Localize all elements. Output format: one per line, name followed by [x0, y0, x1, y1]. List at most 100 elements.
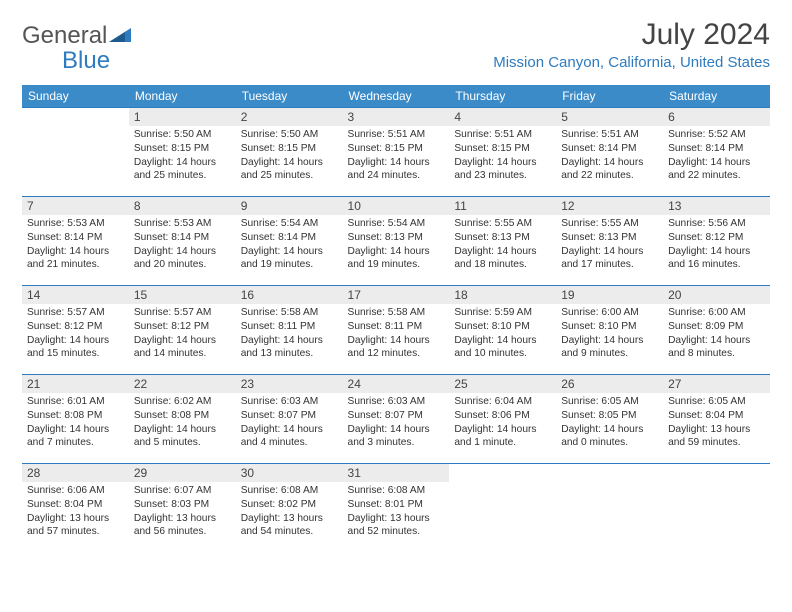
- day-sr: Sunrise: 6:07 AM: [134, 484, 231, 498]
- day-dl1: Daylight: 14 hours: [561, 423, 658, 437]
- day-data: Sunrise: 5:59 AMSunset: 8:10 PMDaylight:…: [449, 304, 556, 363]
- day-sr: Sunrise: 5:58 AM: [241, 306, 338, 320]
- day-ss: Sunset: 8:14 PM: [668, 142, 765, 156]
- day-dl2: and 54 minutes.: [241, 525, 338, 539]
- day-data: Sunrise: 5:53 AMSunset: 8:14 PMDaylight:…: [129, 215, 236, 274]
- day-dl1: Daylight: 14 hours: [27, 245, 124, 259]
- day-ss: Sunset: 8:13 PM: [454, 231, 551, 245]
- day-dl1: Daylight: 14 hours: [348, 245, 445, 259]
- day-dl1: Daylight: 14 hours: [561, 245, 658, 259]
- day-cell: 11Sunrise: 5:55 AMSunset: 8:13 PMDayligh…: [449, 197, 556, 286]
- day-dl2: and 19 minutes.: [241, 258, 338, 272]
- day-cell: [663, 464, 770, 553]
- day-data: Sunrise: 6:01 AMSunset: 8:08 PMDaylight:…: [22, 393, 129, 452]
- day-sr: Sunrise: 5:57 AM: [134, 306, 231, 320]
- dayhead-sun: Sunday: [22, 85, 129, 108]
- day-cell: 2Sunrise: 5:50 AMSunset: 8:15 PMDaylight…: [236, 108, 343, 197]
- day-cell: 31Sunrise: 6:08 AMSunset: 8:01 PMDayligh…: [343, 464, 450, 553]
- day-ss: Sunset: 8:10 PM: [561, 320, 658, 334]
- calendar-table: Sunday Monday Tuesday Wednesday Thursday…: [22, 85, 770, 552]
- day-ss: Sunset: 8:14 PM: [241, 231, 338, 245]
- day-data: Sunrise: 6:05 AMSunset: 8:05 PMDaylight:…: [556, 393, 663, 452]
- day-data: Sunrise: 5:56 AMSunset: 8:12 PMDaylight:…: [663, 215, 770, 274]
- day-cell: 12Sunrise: 5:55 AMSunset: 8:13 PMDayligh…: [556, 197, 663, 286]
- day-dl2: and 3 minutes.: [348, 436, 445, 450]
- day-data: Sunrise: 6:04 AMSunset: 8:06 PMDaylight:…: [449, 393, 556, 452]
- day-sr: Sunrise: 5:51 AM: [454, 128, 551, 142]
- dayhead-sat: Saturday: [663, 85, 770, 108]
- day-dl1: Daylight: 13 hours: [668, 423, 765, 437]
- day-sr: Sunrise: 5:59 AM: [454, 306, 551, 320]
- day-number: 20: [663, 286, 770, 304]
- day-sr: Sunrise: 6:00 AM: [668, 306, 765, 320]
- day-dl1: Daylight: 14 hours: [241, 245, 338, 259]
- day-cell: 27Sunrise: 6:05 AMSunset: 8:04 PMDayligh…: [663, 375, 770, 464]
- day-cell: 1Sunrise: 5:50 AMSunset: 8:15 PMDaylight…: [129, 108, 236, 197]
- logo-triangle-icon: [109, 24, 131, 47]
- day-dl1: Daylight: 14 hours: [241, 423, 338, 437]
- day-dl1: Daylight: 14 hours: [561, 334, 658, 348]
- day-cell: 15Sunrise: 5:57 AMSunset: 8:12 PMDayligh…: [129, 286, 236, 375]
- dayhead-thu: Thursday: [449, 85, 556, 108]
- day-dl1: Daylight: 14 hours: [348, 156, 445, 170]
- day-dl2: and 20 minutes.: [134, 258, 231, 272]
- dayhead-fri: Friday: [556, 85, 663, 108]
- day-number: 18: [449, 286, 556, 304]
- day-ss: Sunset: 8:15 PM: [134, 142, 231, 156]
- month-title: July 2024: [493, 18, 770, 52]
- day-dl2: and 0 minutes.: [561, 436, 658, 450]
- day-dl2: and 13 minutes.: [241, 347, 338, 361]
- day-sr: Sunrise: 5:53 AM: [134, 217, 231, 231]
- day-ss: Sunset: 8:14 PM: [27, 231, 124, 245]
- day-number: 2: [236, 108, 343, 126]
- day-dl1: Daylight: 14 hours: [134, 423, 231, 437]
- day-sr: Sunrise: 5:57 AM: [27, 306, 124, 320]
- day-number: 12: [556, 197, 663, 215]
- day-cell: 29Sunrise: 6:07 AMSunset: 8:03 PMDayligh…: [129, 464, 236, 553]
- day-data: Sunrise: 5:58 AMSunset: 8:11 PMDaylight:…: [343, 304, 450, 363]
- logo: General: [22, 22, 131, 50]
- day-number: 23: [236, 375, 343, 393]
- day-number: 6: [663, 108, 770, 126]
- day-number: 11: [449, 197, 556, 215]
- day-dl2: and 52 minutes.: [348, 525, 445, 539]
- day-cell: [449, 464, 556, 553]
- day-dl1: Daylight: 14 hours: [27, 334, 124, 348]
- day-cell: 20Sunrise: 6:00 AMSunset: 8:09 PMDayligh…: [663, 286, 770, 375]
- day-data: Sunrise: 5:57 AMSunset: 8:12 PMDaylight:…: [22, 304, 129, 363]
- day-dl1: Daylight: 14 hours: [134, 245, 231, 259]
- day-ss: Sunset: 8:11 PM: [348, 320, 445, 334]
- day-cell: 22Sunrise: 6:02 AMSunset: 8:08 PMDayligh…: [129, 375, 236, 464]
- day-cell: 18Sunrise: 5:59 AMSunset: 8:10 PMDayligh…: [449, 286, 556, 375]
- day-ss: Sunset: 8:14 PM: [134, 231, 231, 245]
- day-number: 9: [236, 197, 343, 215]
- day-number: 4: [449, 108, 556, 126]
- day-sr: Sunrise: 6:05 AM: [561, 395, 658, 409]
- day-sr: Sunrise: 5:55 AM: [561, 217, 658, 231]
- day-sr: Sunrise: 6:08 AM: [348, 484, 445, 498]
- day-cell: 26Sunrise: 6:05 AMSunset: 8:05 PMDayligh…: [556, 375, 663, 464]
- week-row: 1Sunrise: 5:50 AMSunset: 8:15 PMDaylight…: [22, 108, 770, 197]
- day-ss: Sunset: 8:08 PM: [27, 409, 124, 423]
- day-ss: Sunset: 8:04 PM: [668, 409, 765, 423]
- header-right: July 2024 Mission Canyon, California, Un…: [493, 18, 770, 77]
- day-data: Sunrise: 5:55 AMSunset: 8:13 PMDaylight:…: [556, 215, 663, 274]
- day-sr: Sunrise: 6:06 AM: [27, 484, 124, 498]
- day-number: 25: [449, 375, 556, 393]
- day-dl2: and 25 minutes.: [241, 169, 338, 183]
- day-sr: Sunrise: 5:50 AM: [241, 128, 338, 142]
- day-ss: Sunset: 8:05 PM: [561, 409, 658, 423]
- day-data: Sunrise: 6:00 AMSunset: 8:09 PMDaylight:…: [663, 304, 770, 363]
- day-ss: Sunset: 8:08 PM: [134, 409, 231, 423]
- day-cell: 17Sunrise: 5:58 AMSunset: 8:11 PMDayligh…: [343, 286, 450, 375]
- day-ss: Sunset: 8:12 PM: [27, 320, 124, 334]
- day-number: 28: [22, 464, 129, 482]
- day-dl2: and 17 minutes.: [561, 258, 658, 272]
- day-data: Sunrise: 6:08 AMSunset: 8:02 PMDaylight:…: [236, 482, 343, 541]
- day-sr: Sunrise: 6:08 AM: [241, 484, 338, 498]
- day-number: 14: [22, 286, 129, 304]
- day-dl1: Daylight: 13 hours: [134, 512, 231, 526]
- day-ss: Sunset: 8:15 PM: [454, 142, 551, 156]
- day-dl2: and 22 minutes.: [668, 169, 765, 183]
- day-dl2: and 25 minutes.: [134, 169, 231, 183]
